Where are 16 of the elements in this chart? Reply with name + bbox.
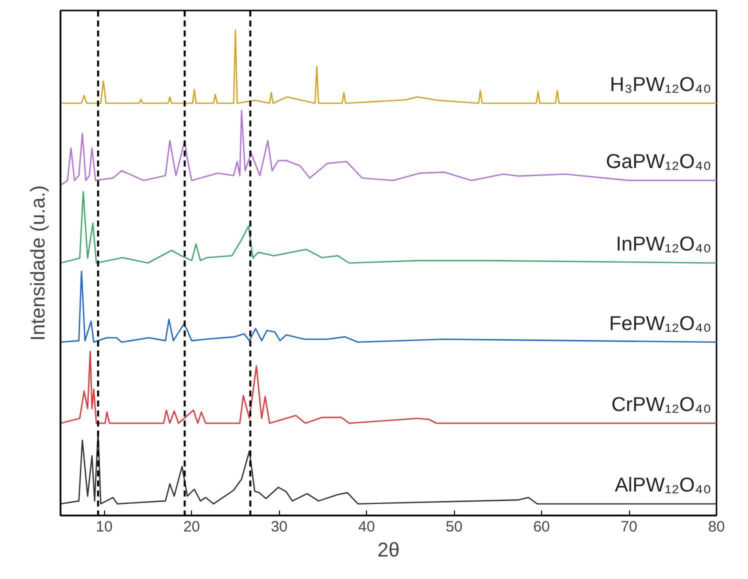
x-tick-label: 40 [358,518,375,536]
y-axis-title: Intensidade (u.a.) [28,185,50,341]
series-label: AlPW₁₂O₄₀ [614,474,712,497]
series-label: H₃PW₁₂O₄₀ [610,74,712,96]
series-label: CrPW₁₂O₄₀ [611,394,712,416]
x-tick-label: 30 [270,518,288,536]
x-tick-label: 50 [446,518,462,536]
series-label: FePW₁₂O₄₀ [609,312,712,335]
series-label: InPW₁₂O₄₀ [616,234,712,256]
x-tick-label: 20 [183,518,200,536]
series-label: GaPW₁₂O₄₀ [606,151,712,174]
x-tick-label: 70 [620,518,638,536]
x-tick-label: 80 [708,518,725,536]
x-tick-label: 60 [533,518,550,536]
x-axis-title: 2θ [377,540,400,562]
x-tick-label: 10 [96,518,113,536]
